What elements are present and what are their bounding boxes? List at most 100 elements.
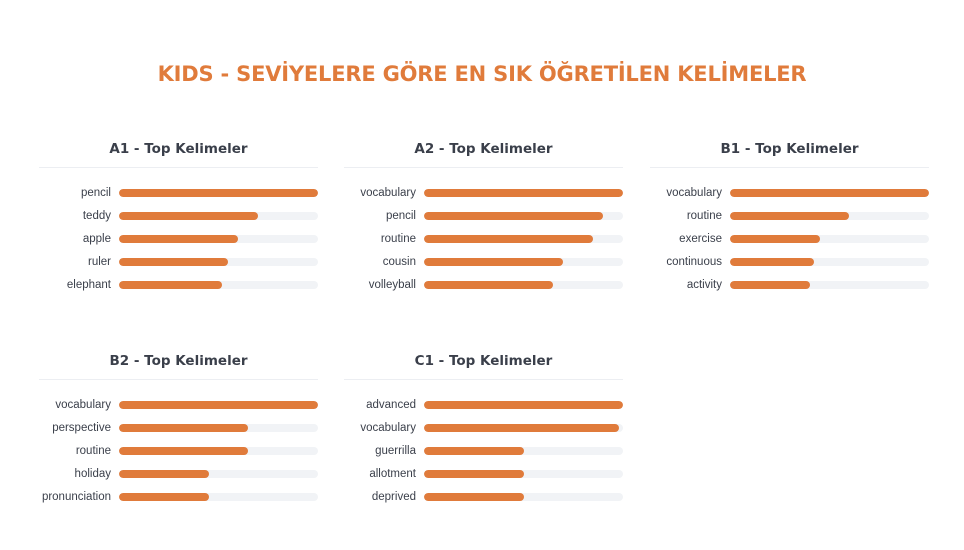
bar-track <box>424 258 623 266</box>
bar <box>730 281 810 289</box>
bar-row: apple <box>39 233 318 257</box>
divider <box>344 379 623 380</box>
bar-track <box>119 447 318 455</box>
bar <box>424 258 564 266</box>
bar-track <box>730 189 929 197</box>
bar-track <box>424 447 623 455</box>
bar-label: advanced <box>366 399 416 411</box>
chart-panel-b2: B2 - Top Kelimeler vocabulary perspective… <box>39 351 318 515</box>
bar <box>119 189 318 197</box>
bar-row: guerrilla <box>344 445 623 469</box>
bar-row: routine <box>39 445 318 469</box>
bar-track <box>424 401 623 409</box>
bar <box>119 447 249 455</box>
bar-rows: vocabulary perspective routine holiday pronu… <box>39 399 318 515</box>
bar-track <box>119 493 318 501</box>
bar-label: exercise <box>679 233 722 245</box>
bar-rows: pencil teddy apple ruler elephant <box>39 187 318 303</box>
bar-track <box>119 281 318 289</box>
bar-label: pronunciation <box>41 491 111 503</box>
bar-track <box>119 212 318 220</box>
bar-label: cousin <box>382 256 416 268</box>
bar-track <box>730 235 929 243</box>
bar-row: routine <box>650 210 929 234</box>
bar-row: volleyball <box>344 279 623 303</box>
bar-track <box>424 281 623 289</box>
bar-row: vocabulary <box>344 187 623 211</box>
chart-panel-b1: B1 - Top Kelimeler vocabulary routine exer… <box>650 139 929 303</box>
chart-title: A1 - Top Kelimeler <box>109 141 248 157</box>
bar-track <box>119 235 318 243</box>
bar-row: holiday <box>39 468 318 492</box>
bar-track <box>424 424 623 432</box>
bar <box>730 212 850 220</box>
bar-label: apple <box>82 233 111 245</box>
bar-row: ruler <box>39 256 318 280</box>
bar-row: advanced <box>344 399 623 423</box>
bar <box>424 235 594 243</box>
bar-label: continuous <box>666 256 722 268</box>
chart-panel-a1: A1 - Top Kelimeler pencil teddy apple ruler… <box>39 139 318 303</box>
bar-track <box>730 281 929 289</box>
divider <box>39 167 318 168</box>
bar-row: exercise <box>650 233 929 257</box>
bar-label: perspective <box>52 422 111 434</box>
bar-track <box>119 470 318 478</box>
bar <box>119 212 259 220</box>
bar-label: allotment <box>369 468 416 480</box>
bar-row: pronunciation <box>39 491 318 515</box>
bar-row: vocabulary <box>39 399 318 423</box>
bar-row: pencil <box>344 210 623 234</box>
bar-track <box>424 235 623 243</box>
bar <box>119 470 209 478</box>
bar <box>119 258 229 266</box>
bar-label: pencil <box>385 210 416 222</box>
bar-label: routine <box>380 233 416 245</box>
bar-label: guerrilla <box>375 445 416 457</box>
bar-row: continuous <box>650 256 929 280</box>
bar-label: deprived <box>371 491 416 503</box>
bar <box>424 424 620 432</box>
bar-label: teddy <box>82 210 111 222</box>
bar-row: routine <box>344 233 623 257</box>
bar-rows: vocabulary pencil routine cousin volleyball <box>344 187 623 303</box>
bar-label: ruler <box>87 256 111 268</box>
bar-track <box>119 258 318 266</box>
page-title: KIDS - SEVİYELERE GÖRE EN SIK ÖĞRETİLEN … <box>157 62 807 86</box>
bar-label: routine <box>75 445 111 457</box>
bar-label: elephant <box>66 279 111 291</box>
bar-label: vocabulary <box>360 422 416 434</box>
bar-track <box>119 401 318 409</box>
bar-track <box>730 212 929 220</box>
bar-row: elephant <box>39 279 318 303</box>
divider <box>650 167 929 168</box>
bar-track <box>424 493 623 501</box>
divider <box>344 167 623 168</box>
bar-row: pencil <box>39 187 318 211</box>
bar <box>119 493 209 501</box>
bar-row: perspective <box>39 422 318 446</box>
bar <box>424 493 524 501</box>
bar-row: deprived <box>344 491 623 515</box>
bar-label: holiday <box>74 468 111 480</box>
bar <box>424 212 604 220</box>
bar-row: vocabulary <box>344 422 623 446</box>
chart-title: A2 - Top Kelimeler <box>414 141 553 157</box>
bar-label: routine <box>686 210 722 222</box>
bar <box>424 189 623 197</box>
bar-row: activity <box>650 279 929 303</box>
bar-track <box>424 212 623 220</box>
bar-row: cousin <box>344 256 623 280</box>
bar-label: pencil <box>80 187 111 199</box>
bar-rows: vocabulary routine exercise continuous activ… <box>650 187 929 303</box>
bar <box>119 281 223 289</box>
divider <box>39 379 318 380</box>
bar-track <box>424 470 623 478</box>
bar-row: teddy <box>39 210 318 234</box>
bar-row: allotment <box>344 468 623 492</box>
bar-track <box>730 258 929 266</box>
bar <box>730 235 820 243</box>
chart-title: B1 - Top Kelimeler <box>720 141 859 157</box>
bar <box>119 235 239 243</box>
chart-title: B2 - Top Kelimeler <box>109 353 248 369</box>
